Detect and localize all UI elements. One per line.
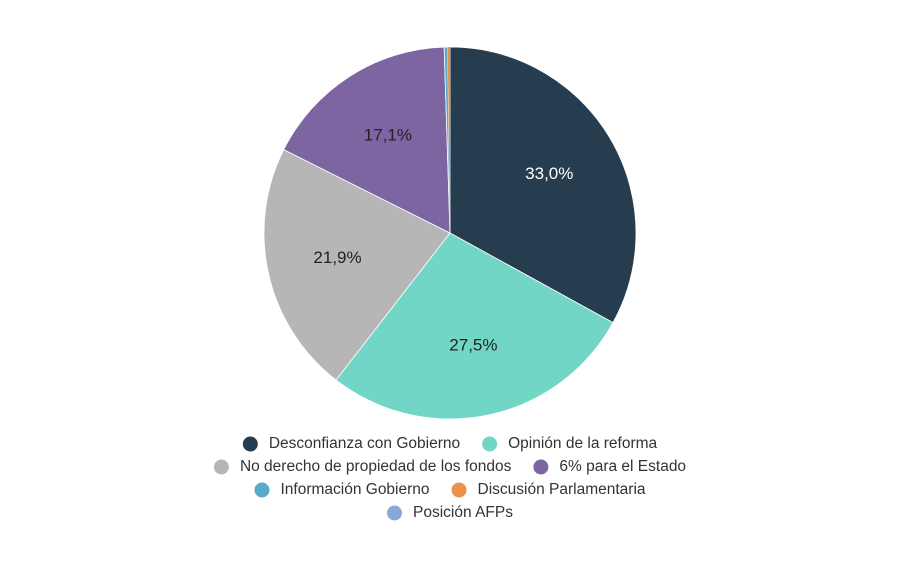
legend-item[interactable]: No derecho de propiedad de los fondos (213, 458, 512, 475)
legend-label: Opinión de la reforma (508, 435, 657, 452)
pie-slice (447, 47, 450, 233)
slice-data-label: 27,5% (449, 335, 497, 354)
pie-slice (449, 46, 637, 324)
legend-swatch (242, 436, 258, 452)
legend-swatch (387, 505, 403, 521)
legend-swatch (533, 459, 549, 475)
legend-swatch (254, 482, 270, 498)
slice-data-label: 21,9% (313, 248, 361, 267)
legend-item[interactable]: 6% para el Estado (533, 458, 686, 475)
legend-label: Desconfianza con Gobierno (269, 435, 460, 452)
legend-item[interactable]: Desconfianza con Gobierno (242, 435, 460, 452)
pie-slice-labels: 33,0% 27,5% 21,9% 17,1% (313, 125, 573, 354)
legend-swatch (482, 436, 498, 452)
legend-item[interactable]: Opinión de la reforma (482, 435, 658, 452)
slice-data-label: 17,1% (364, 125, 412, 144)
pie-slice (263, 149, 451, 381)
legend-label: Posición AFPs (413, 504, 513, 521)
pie-slice (443, 46, 451, 234)
slice-data-label: 33,0% (525, 164, 573, 183)
pie-slice (335, 232, 614, 420)
legend-label: Información Gobierno (280, 481, 429, 498)
pie-slice (283, 46, 451, 234)
legend: Desconfianza con Gobierno Opinión de la r… (213, 435, 686, 521)
legend-swatch (451, 482, 467, 498)
legend-label: 6% para el Estado (559, 458, 686, 475)
legend-swatch (213, 459, 229, 475)
legend-label: No derecho de propiedad de los fondos (240, 458, 512, 475)
legend-item[interactable]: Posición AFPs (387, 504, 513, 521)
legend-item[interactable]: Información Gobierno (254, 481, 430, 498)
legend-label: Discusión Parlamentaria (478, 481, 646, 498)
pie-slices (263, 46, 637, 420)
legend-item[interactable]: Discusión Parlamentaria (451, 481, 646, 498)
